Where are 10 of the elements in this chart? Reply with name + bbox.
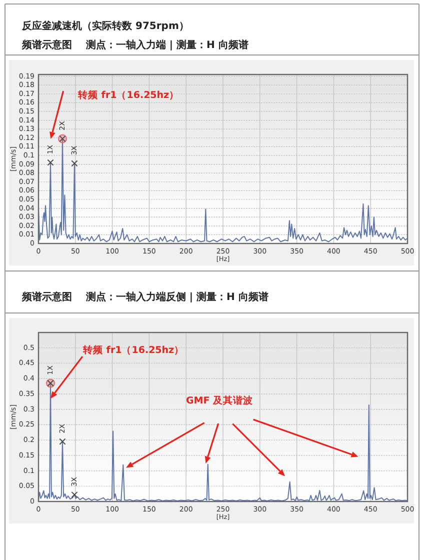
annotation: 转频 fr1（16.25hz）: [77, 89, 180, 101]
annotation: GMF 及其谐波: [186, 394, 254, 407]
annotation: 转频 fr1（16.25hz）: [82, 344, 184, 356]
point: [59, 438, 66, 445]
point: [71, 160, 78, 167]
chart-title: 反应釜减速机（实际转数 975rpm）: [21, 20, 189, 32]
chart-subtitle: 频谱示意图 测点：一轴入力端 | 测量：H 向频谱: [21, 39, 248, 51]
point: [47, 159, 54, 166]
chart-title: 频谱示意图 测点：一轴入力端反侧 | 测量：H 向频谱: [21, 291, 268, 303]
point: [71, 491, 78, 498]
